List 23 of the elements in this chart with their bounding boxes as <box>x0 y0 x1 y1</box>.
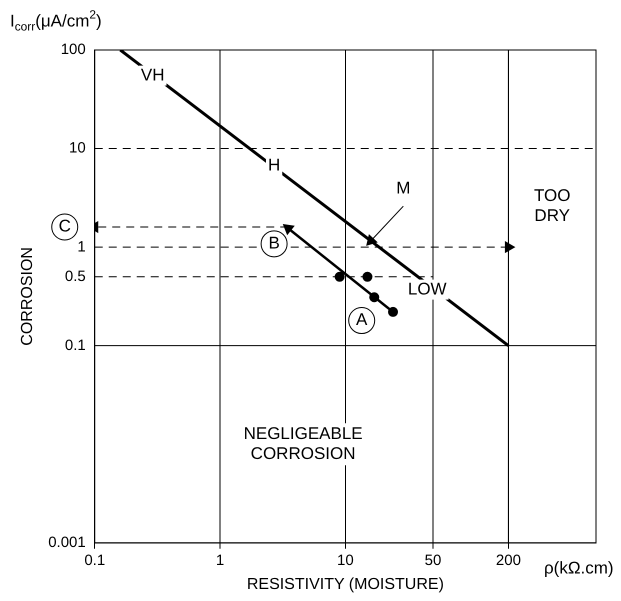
y-tick-label: 1 <box>77 238 86 256</box>
y-tick-label: 100 <box>60 41 86 58</box>
x-tick-label: 1 <box>216 552 224 569</box>
annotation: NEGLIGEABLE CORROSION <box>244 424 363 463</box>
annotation: TOO DRY <box>534 186 570 225</box>
text: ρ(kΩ.cm) <box>544 558 614 578</box>
text: C <box>58 216 71 236</box>
y-tick-label: 0.1 <box>64 336 86 354</box>
annotation: M <box>396 178 410 198</box>
y-tick-label: 0.001 <box>48 534 86 551</box>
annotation: H <box>268 155 280 174</box>
annotation: LOW <box>408 279 447 298</box>
annotation: B <box>268 234 280 253</box>
x-tick-label: 200 <box>496 552 521 569</box>
y-tick-label: 0.5 <box>64 268 86 285</box>
y-tick-label: 10 <box>69 140 86 157</box>
y-axis-title: CORROSION <box>19 247 36 346</box>
x-tick-label: 10 <box>337 552 354 569</box>
x-tick-label: 0.1 <box>84 552 106 569</box>
x-axis-title: RESISTIVITY (MOISTURE) <box>246 576 444 593</box>
annotation: A <box>356 310 368 330</box>
x-tick-label: 50 <box>424 552 442 569</box>
annotation: VH <box>140 65 164 84</box>
